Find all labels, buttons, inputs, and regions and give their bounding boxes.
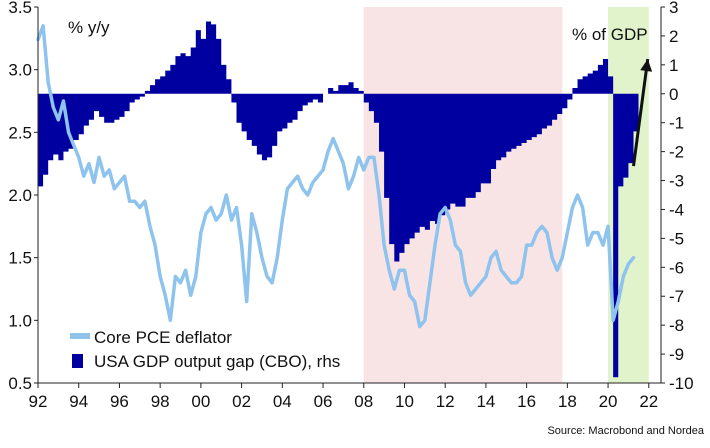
x-tick-label-13: 18 xyxy=(558,392,577,411)
right-tick-label-8: -2 xyxy=(669,143,684,162)
right-tick-label-12: 2 xyxy=(669,27,678,46)
right-tick-label-2: -8 xyxy=(669,316,684,335)
right-tick-label-4: -6 xyxy=(669,258,684,277)
x-tick-label-0: 92 xyxy=(29,392,48,411)
source-note: Source: Macrobond and Nordea xyxy=(547,425,704,437)
x-tick-label-1: 94 xyxy=(69,392,88,411)
left-tick-label-3: 2.0 xyxy=(8,186,32,205)
right-tick-label-9: -1 xyxy=(669,114,684,133)
right-tick-label-11: 1 xyxy=(669,56,678,75)
right-tick-label-13: 3 xyxy=(669,0,678,17)
x-tick-label-8: 08 xyxy=(354,392,373,411)
right-tick-label-6: -4 xyxy=(669,200,684,219)
x-tick-label-12: 16 xyxy=(517,392,536,411)
right-tick-label-5: -5 xyxy=(669,229,684,248)
x-tick-label-9: 10 xyxy=(395,392,414,411)
x-tick-label-11: 14 xyxy=(476,392,495,411)
right-tick-label-0: -10 xyxy=(669,374,694,393)
x-tick-label-10: 12 xyxy=(436,392,455,411)
x-tick-label-6: 04 xyxy=(273,392,292,411)
right-tick-label-3: -7 xyxy=(669,287,684,306)
left-tick-label-0: 0.5 xyxy=(8,374,32,393)
x-tick-label-7: 06 xyxy=(314,392,333,411)
left-tick-label-5: 3.0 xyxy=(8,61,32,80)
trend-arrow-shaft xyxy=(632,58,650,167)
right-axis-unit: % of GDP xyxy=(572,25,648,44)
right-tick-label-7: -3 xyxy=(669,172,684,191)
legend-swatch-pce xyxy=(70,333,90,339)
left-tick-label-2: 1.5 xyxy=(8,249,32,268)
x-tick-label-15: 22 xyxy=(639,392,658,411)
x-tick-label-5: 02 xyxy=(232,392,251,411)
trend-arrow-head xyxy=(640,59,653,72)
x-tick-label-2: 96 xyxy=(110,392,129,411)
series-output-gap-area xyxy=(38,21,639,378)
series-core-pce-line xyxy=(36,24,636,329)
x-tick-label-4: 00 xyxy=(191,392,210,411)
left-axis-unit: % y/y xyxy=(68,18,110,37)
x-tick-label-14: 20 xyxy=(599,392,618,411)
left-tick-label-4: 2.5 xyxy=(8,123,32,142)
legend: Core PCE deflator USA GDP output gap (CB… xyxy=(70,328,340,371)
legend-swatch-gap xyxy=(72,354,83,368)
legend-label-gap: USA GDP output gap (CBO), rhs xyxy=(94,352,340,371)
x-tick-label-3: 98 xyxy=(151,392,170,411)
legend-label-pce: Core PCE deflator xyxy=(94,328,232,347)
left-tick-label-1: 1.0 xyxy=(8,311,32,330)
right-tick-label-1: -9 xyxy=(669,345,684,364)
left-tick-label-6: 3.5 xyxy=(8,0,32,17)
right-tick-label-10: 0 xyxy=(669,85,678,104)
